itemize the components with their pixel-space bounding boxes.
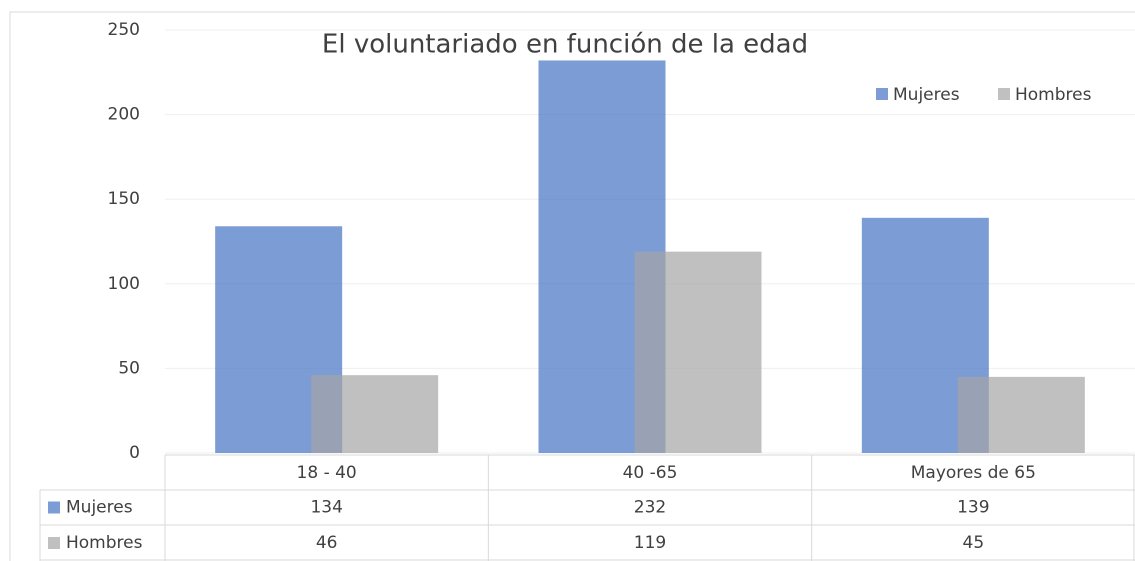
legend-label: Hombres [1015, 85, 1092, 105]
x-tick-label: 40 -65 [623, 463, 678, 483]
bar [311, 375, 439, 453]
y-tick-label: 50 [118, 358, 140, 378]
y-tick-label: 150 [108, 189, 140, 209]
table-legend-key [48, 537, 60, 549]
table-cell: 232 [634, 498, 666, 518]
x-tick-label: 18 - 40 [297, 463, 357, 483]
x-tick-label: Mayores de 65 [911, 463, 1036, 483]
y-tick-label: 100 [108, 274, 140, 294]
legend-key [998, 88, 1010, 100]
table-legend-key [48, 501, 60, 514]
chart-frame [9, 11, 1135, 561]
table-cell: 45 [963, 533, 985, 553]
table-cell: 139 [957, 498, 989, 518]
legend-key [876, 88, 888, 100]
table-row-label: Hombres [66, 533, 143, 553]
table-cell: 134 [310, 498, 342, 518]
y-tick-label: 200 [108, 105, 140, 125]
y-tick-label: 0 [129, 443, 140, 463]
chart-title: El voluntariado en función de la edad [322, 30, 808, 60]
table-cell: 119 [634, 533, 666, 553]
bar [634, 251, 762, 453]
table-row-label: Mujeres [66, 498, 133, 518]
legend-label: Mujeres [893, 85, 960, 105]
bar [957, 376, 1085, 453]
table-cell: 46 [316, 533, 338, 553]
y-tick-label: 250 [108, 20, 140, 40]
